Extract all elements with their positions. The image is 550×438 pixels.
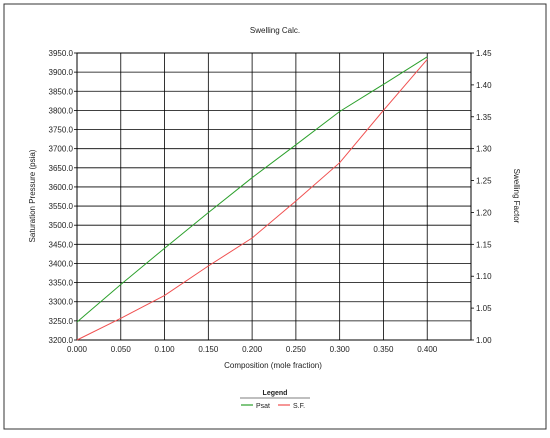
legend-label-s-f: S.F. bbox=[293, 403, 305, 410]
y-tick-label: 3450.0 bbox=[49, 240, 74, 249]
x-tick-label: 0.200 bbox=[242, 345, 263, 354]
y2-tick-label: 1.40 bbox=[476, 81, 492, 90]
y2-tick-label: 1.45 bbox=[476, 49, 492, 58]
y-tick-label: 3950.0 bbox=[49, 49, 74, 58]
y-tick-label: 3900.0 bbox=[49, 68, 74, 77]
y-tick-label: 3400.0 bbox=[49, 259, 74, 268]
series-line-psat bbox=[76, 56, 428, 323]
x-tick-label: 0.050 bbox=[111, 345, 132, 354]
x-tick-label: 0.400 bbox=[417, 345, 438, 354]
tick-labels: 0.000 0.050 0.100 0.150 0.200 0.250 0.300 0.350… bbox=[49, 49, 493, 354]
legend-label-psat: Psat bbox=[256, 403, 270, 410]
chart-title: Swelling Calc. bbox=[250, 26, 300, 35]
y-tick-label: 3300.0 bbox=[49, 298, 74, 307]
series-line-s-f bbox=[76, 59, 428, 341]
y-tick-label: 3700.0 bbox=[49, 145, 74, 154]
plot-frame bbox=[76, 52, 472, 341]
legend-title: Legend bbox=[263, 390, 288, 397]
y-tick-label: 3800.0 bbox=[49, 106, 74, 115]
y2-tick-label: 1.35 bbox=[476, 113, 492, 122]
legend: Legend Psat S.F. bbox=[240, 390, 310, 410]
x-tick-label: 0.300 bbox=[330, 345, 351, 354]
y2-tick-label: 1.00 bbox=[476, 336, 492, 345]
y2-tick-label: 1.20 bbox=[476, 208, 492, 217]
series bbox=[76, 56, 428, 341]
y-tick-label: 3200.0 bbox=[49, 336, 74, 345]
x-axis-label: Composition (mole fraction) bbox=[224, 361, 322, 370]
y-tick-label: 3650.0 bbox=[49, 164, 74, 173]
y2-tick-label: 1.30 bbox=[476, 145, 492, 154]
y-tick-label: 3250.0 bbox=[49, 317, 74, 326]
x-tick-label: 0.350 bbox=[373, 345, 394, 354]
y2-tick-label: 1.05 bbox=[476, 304, 492, 313]
y-tick-label: 3750.0 bbox=[49, 126, 74, 135]
legend-items: Psat S.F. bbox=[241, 403, 305, 410]
x-tick-label: 0.100 bbox=[155, 345, 176, 354]
y-tick-label: 3550.0 bbox=[49, 202, 74, 211]
x-tick-label: 0.000 bbox=[67, 345, 88, 354]
y-tick-label: 3600.0 bbox=[49, 183, 74, 192]
y-tick-label: 3500.0 bbox=[49, 221, 74, 230]
y-axis-label: Saturation Pressure (psia) bbox=[28, 149, 37, 242]
y2-tick-label: 1.25 bbox=[476, 177, 492, 186]
y2-tick-label: 1.10 bbox=[476, 272, 492, 281]
x-tick-label: 0.150 bbox=[198, 345, 219, 354]
y-tick-label: 3850.0 bbox=[49, 87, 74, 96]
x-tick-label: 0.250 bbox=[286, 345, 307, 354]
chart-border bbox=[3, 3, 547, 430]
y-tick-label: 3350.0 bbox=[49, 279, 74, 288]
y2-tick-label: 1.15 bbox=[476, 240, 492, 249]
y2-axis-label: Swelling Factor bbox=[512, 169, 521, 224]
